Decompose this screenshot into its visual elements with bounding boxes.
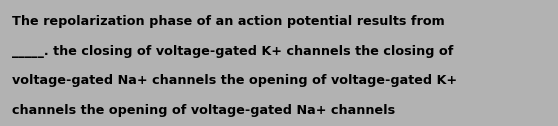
Text: _____. the closing of voltage-gated K+ channels the closing of: _____. the closing of voltage-gated K+ c…: [12, 45, 454, 58]
Text: voltage-gated Na+ channels the opening of voltage-gated K+: voltage-gated Na+ channels the opening o…: [12, 74, 458, 87]
Text: channels the opening of voltage-gated Na+ channels: channels the opening of voltage-gated Na…: [12, 104, 396, 117]
Text: The repolarization phase of an action potential results from: The repolarization phase of an action po…: [12, 15, 445, 28]
